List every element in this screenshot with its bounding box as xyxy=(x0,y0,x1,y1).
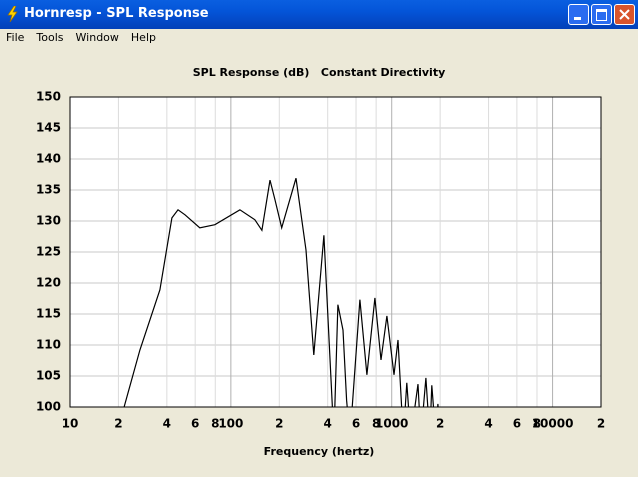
x-tick-label: 10 xyxy=(62,417,79,431)
x-tick-label: 2 xyxy=(114,417,122,431)
y-tick-label: 100 xyxy=(36,400,61,414)
chart-title: SPL Response (dB) Constant Directivity xyxy=(193,66,446,79)
close-icon xyxy=(619,9,630,20)
app-icon xyxy=(7,6,18,22)
y-tick-label: 150 xyxy=(36,90,61,104)
x-tick-label: 6 xyxy=(191,417,199,431)
menu-bar: File Tools Window Help xyxy=(0,29,638,47)
x-tick-label: 2 xyxy=(275,417,283,431)
x-tick-label: 4 xyxy=(324,417,332,431)
y-tick-label: 110 xyxy=(36,338,61,352)
x-tick-label: 4 xyxy=(484,417,492,431)
menu-item[interactable]: Tools xyxy=(36,31,64,44)
x-tick-label: 8 xyxy=(372,417,380,431)
x-tick-label: 10000 xyxy=(532,417,574,431)
menu-item[interactable]: Window xyxy=(75,31,119,44)
menu-item[interactable]: Help xyxy=(130,31,156,44)
y-tick-label: 145 xyxy=(36,121,61,135)
x-axis-label: Frequency (hertz) xyxy=(264,445,375,458)
x-tick-label: 2 xyxy=(597,417,605,431)
x-tick-label: 100 xyxy=(218,417,243,431)
x-tick-label: 8 xyxy=(533,417,541,431)
menu-item[interactable]: File xyxy=(6,31,25,44)
y-tick-label: 105 xyxy=(36,369,61,383)
plot-border xyxy=(69,96,602,408)
x-tick-label: 2 xyxy=(436,417,444,431)
minimize-button[interactable] xyxy=(568,4,589,25)
y-tick-label: 135 xyxy=(36,183,61,197)
x-tick-label: 8 xyxy=(211,417,219,431)
chart: SPL Response (dB) Constant Directivity F… xyxy=(36,66,605,458)
title-bar: Hornresp - SPL Response xyxy=(0,0,638,29)
y-tick-label: 140 xyxy=(36,152,61,166)
x-tick-label: 1000 xyxy=(375,417,408,431)
y-tick-label: 130 xyxy=(36,214,61,228)
maximize-button[interactable] xyxy=(591,4,612,25)
x-tick-label: 4 xyxy=(163,417,171,431)
data-line xyxy=(123,178,439,407)
y-tick-label: 125 xyxy=(36,245,61,259)
close-button[interactable] xyxy=(614,4,635,25)
x-tick-label: 6 xyxy=(513,417,521,431)
y-tick-label: 120 xyxy=(36,276,61,290)
x-tick-label: 6 xyxy=(352,417,360,431)
window-title: Hornresp - SPL Response xyxy=(24,6,209,21)
y-tick-label: 115 xyxy=(36,307,61,321)
